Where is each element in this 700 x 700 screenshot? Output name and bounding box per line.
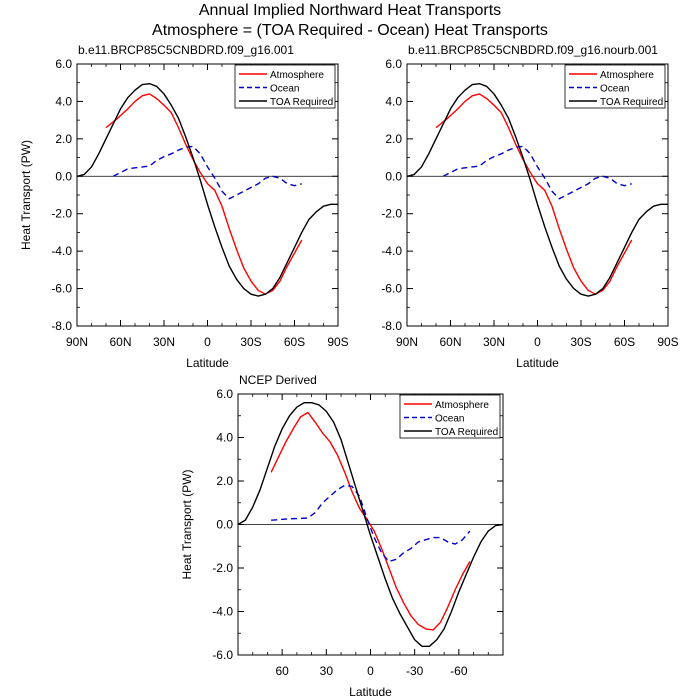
y-tick-label: 4.0 (55, 94, 72, 108)
y-tick-label: 6.0 (55, 57, 72, 71)
x-axis-label: Latitude (186, 356, 229, 370)
figure-title: Annual Implied Northward Heat Transports (198, 2, 502, 19)
series-line-toa (407, 82, 668, 297)
series-line-ocean (442, 145, 632, 200)
y-tick-label: 2.0 (216, 474, 233, 488)
x-tick-label: 60 (275, 664, 289, 678)
legend-label-ocean: Ocean (270, 84, 299, 95)
x-tick-label: 0 (204, 335, 211, 349)
y-tick-label: -2.0 (51, 207, 72, 221)
y-tick-label: -4.0 (381, 244, 402, 258)
series-line-atmosphere (105, 93, 303, 295)
panel-brcp85-nourb-001: 90N 60N 30N 0 30S 60S 90S -8.0 -6.0 -4.0 -2.0 0.0 2.… (381, 43, 678, 370)
x-tick-label: 30 (320, 664, 334, 678)
x-axis-label: Latitude (349, 685, 392, 699)
x-tick-label: 0 (367, 664, 374, 678)
x-tick-label: 90N (66, 335, 88, 349)
figure-subtitle: Atmosphere = (TOA Required - Ocean) Heat… (152, 22, 548, 39)
y-tick-label: -2.0 (212, 561, 233, 575)
y-axis-label: Heat Transport (PW) (180, 469, 194, 579)
y-tick-label: -8.0 (51, 319, 72, 333)
y-tick-label: -4.0 (212, 605, 233, 619)
series-line-ocean (271, 484, 471, 563)
legend-label-ocean: Ocean (435, 414, 464, 425)
y-tick-label: 0.0 (216, 518, 233, 532)
y-tick-label: -4.0 (51, 244, 72, 258)
x-tick-label: 0 (534, 335, 541, 349)
x-tick-label: 90S (657, 335, 678, 349)
series-line-toa (77, 82, 338, 297)
x-tick-label: 30S (240, 335, 261, 349)
panel-title: NCEP Derived (239, 373, 317, 387)
x-tick-label: 90S (327, 335, 348, 349)
x-tick-label: -60 (450, 664, 468, 678)
y-tick-label: 0.0 (385, 169, 402, 183)
x-tick-label: 30S (570, 335, 591, 349)
y-tick-label: -6.0 (212, 648, 233, 662)
series-line-ocean (112, 145, 302, 200)
panel-title: b.e11.BRCP85C5CNBDRD.f09_g16.001 (78, 43, 294, 57)
legend-label-atmosphere: Atmosphere (270, 70, 324, 81)
panel-ncep-derived: 60 30 0 -30 -60 -6.0 -4.0 -2.0 0.0 2.0 4.0 6.0 NCEP … (180, 373, 504, 699)
x-tick-label: -30 (406, 664, 424, 678)
x-tick-label: 30N (483, 335, 505, 349)
series-line-atmosphere (270, 411, 471, 631)
panel-brcp85-001: 90N 60N 30N 0 30S 60S 90S -8.0 -6.0 -4.0 -2.0 0.0 2.… (19, 43, 349, 370)
y-tick-label: 6.0 (385, 57, 402, 71)
y-tick-label: 2.0 (385, 132, 402, 146)
legend-label-toa: TOA Required (600, 97, 663, 108)
y-tick-label: 4.0 (385, 94, 402, 108)
series-line-atmosphere (435, 93, 633, 295)
x-tick-label: 60N (439, 335, 461, 349)
legend-label-toa: TOA Required (435, 427, 498, 438)
x-tick-label: 60S (284, 335, 305, 349)
y-tick-label: -6.0 (51, 282, 72, 296)
legend-label-toa: TOA Required (270, 97, 333, 108)
x-axis-label: Latitude (516, 356, 559, 370)
y-tick-label: -8.0 (381, 319, 402, 333)
x-tick-label: 60S (614, 335, 635, 349)
legend-label-atmosphere: Atmosphere (435, 400, 489, 411)
series-line-toa (238, 402, 503, 647)
legend-label-ocean: Ocean (600, 84, 629, 95)
y-tick-label: 6.0 (216, 387, 233, 401)
legend-label-atmosphere: Atmosphere (600, 70, 654, 81)
y-tick-label: 4.0 (216, 431, 233, 445)
y-axis-label: Heat Transport (PW) (19, 140, 33, 250)
y-tick-label: 2.0 (55, 132, 72, 146)
panel-title: b.e11.BRCP85C5CNBDRD.f09_g16.nourb.001 (408, 43, 658, 57)
y-tick-label: -2.0 (381, 207, 402, 221)
x-tick-label: 90N (396, 335, 418, 349)
y-tick-label: 0.0 (55, 169, 72, 183)
y-tick-label: -6.0 (381, 282, 402, 296)
x-tick-label: 30N (153, 335, 175, 349)
x-tick-label: 60N (109, 335, 131, 349)
